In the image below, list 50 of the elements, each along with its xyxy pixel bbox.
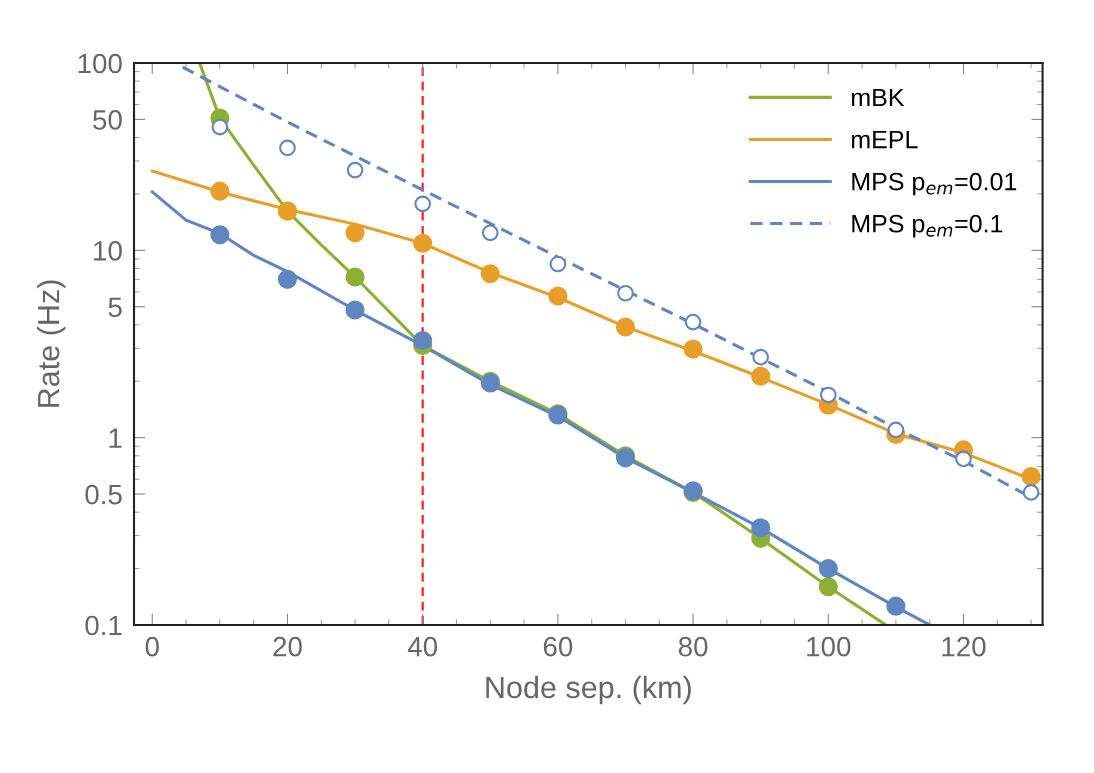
x-tick-label: 120 bbox=[942, 636, 986, 657]
point bbox=[683, 339, 703, 359]
x-tick-label: 100 bbox=[807, 636, 851, 657]
point bbox=[346, 161, 364, 179]
y-tick-label: 1 bbox=[109, 428, 122, 448]
point bbox=[818, 577, 838, 597]
x-tick-label: 0 bbox=[145, 636, 159, 657]
y-tick-label: 10 bbox=[94, 240, 122, 261]
point bbox=[414, 195, 431, 213]
legend-label: mEPL bbox=[851, 130, 918, 149]
legend-label: mBK bbox=[851, 88, 905, 107]
x-tick-label: 20 bbox=[273, 636, 302, 657]
x-tick-label: 80 bbox=[678, 636, 708, 657]
point bbox=[1021, 466, 1041, 487]
point bbox=[955, 450, 972, 468]
point bbox=[548, 286, 568, 306]
point bbox=[480, 264, 500, 284]
y-tick-label: 100 bbox=[78, 53, 122, 74]
point bbox=[211, 118, 229, 136]
point bbox=[751, 518, 771, 538]
point bbox=[615, 317, 636, 337]
point bbox=[751, 366, 771, 386]
y-axis-title: Rate (Hz) bbox=[36, 280, 66, 407]
point bbox=[279, 139, 296, 157]
point bbox=[887, 421, 905, 439]
x-tick-label: 40 bbox=[407, 636, 438, 657]
y-tick-label: 5 bbox=[108, 297, 122, 318]
point bbox=[886, 596, 906, 616]
legend-label: MPS p$_{em}$=0.1 bbox=[852, 214, 1003, 238]
point bbox=[481, 224, 499, 242]
point bbox=[684, 313, 702, 331]
point bbox=[819, 386, 837, 404]
point bbox=[413, 330, 433, 351]
point bbox=[413, 233, 433, 253]
point bbox=[210, 181, 230, 201]
point bbox=[752, 348, 770, 366]
point bbox=[345, 267, 365, 287]
x-axis-title: Node sep. (km) bbox=[486, 675, 691, 705]
y-tick-label: 50 bbox=[93, 110, 122, 130]
y-tick-label: 0.1 bbox=[85, 615, 122, 636]
legend-label: MPS p$_{em}$=0.01 bbox=[852, 172, 1017, 196]
point bbox=[345, 300, 365, 320]
point bbox=[210, 225, 230, 245]
point bbox=[818, 559, 838, 579]
point bbox=[345, 223, 365, 243]
point bbox=[277, 269, 298, 289]
y-tick-label: 0.5 bbox=[85, 484, 122, 505]
point bbox=[1022, 484, 1040, 501]
point bbox=[617, 284, 634, 302]
x-tick-label: 60 bbox=[543, 636, 573, 657]
